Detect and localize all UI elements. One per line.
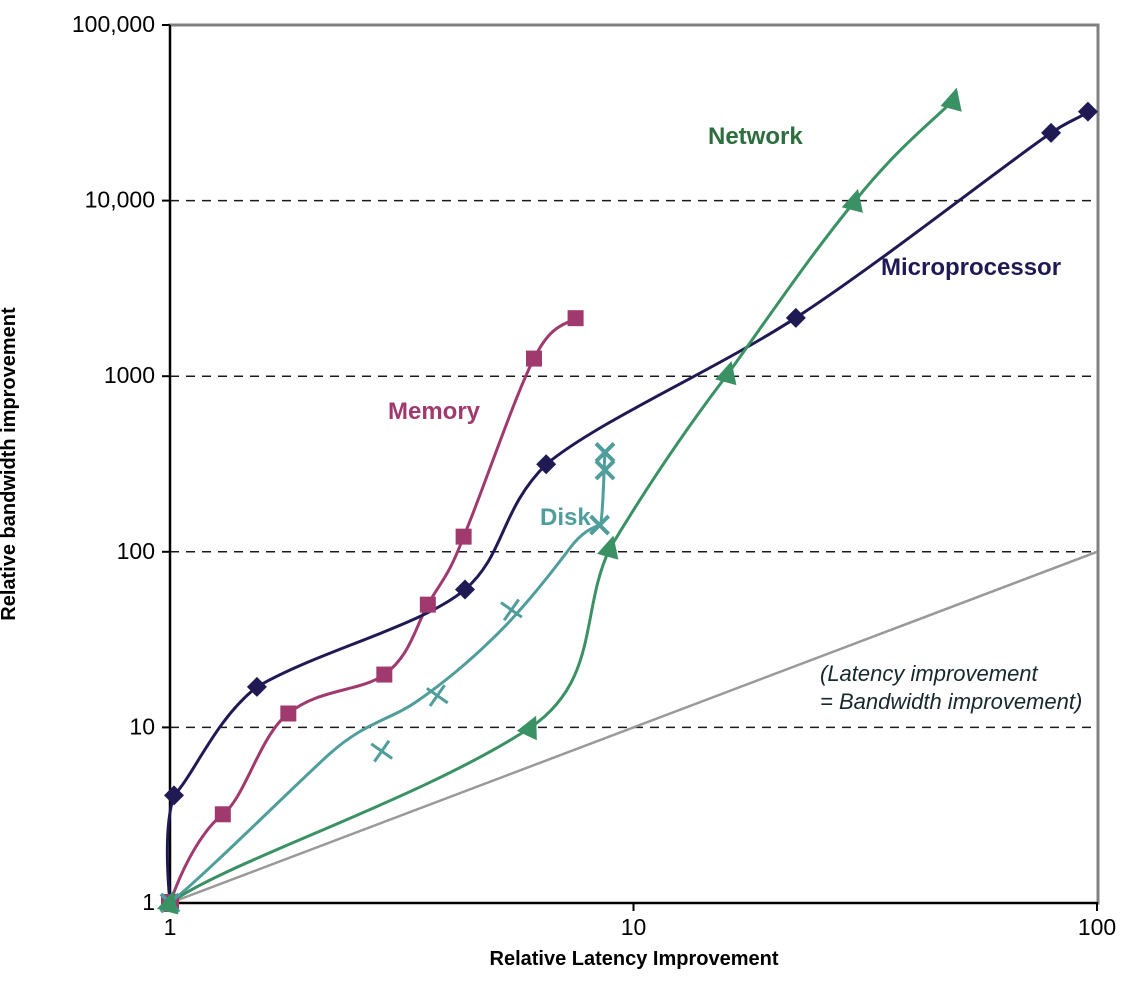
svg-text:Memory: Memory (388, 398, 481, 425)
svg-text:10: 10 (129, 713, 155, 739)
svg-text:1: 1 (164, 914, 177, 940)
svg-text:1: 1 (142, 889, 155, 915)
svg-text:(Latency improvement: (Latency improvement (820, 661, 1039, 686)
svg-text:10,000: 10,000 (85, 187, 155, 213)
svg-text:Microprocessor: Microprocessor (881, 254, 1061, 281)
svg-text:= Bandwidth improvement): = Bandwidth improvement) (820, 689, 1082, 714)
svg-text:100: 100 (117, 538, 155, 564)
svg-text:100: 100 (1078, 914, 1116, 940)
svg-text:Network: Network (708, 123, 803, 150)
svg-text:100,000: 100,000 (72, 11, 155, 37)
svg-text:10: 10 (621, 914, 647, 940)
svg-text:1000: 1000 (104, 362, 155, 388)
svg-text:Disk: Disk (540, 504, 591, 531)
